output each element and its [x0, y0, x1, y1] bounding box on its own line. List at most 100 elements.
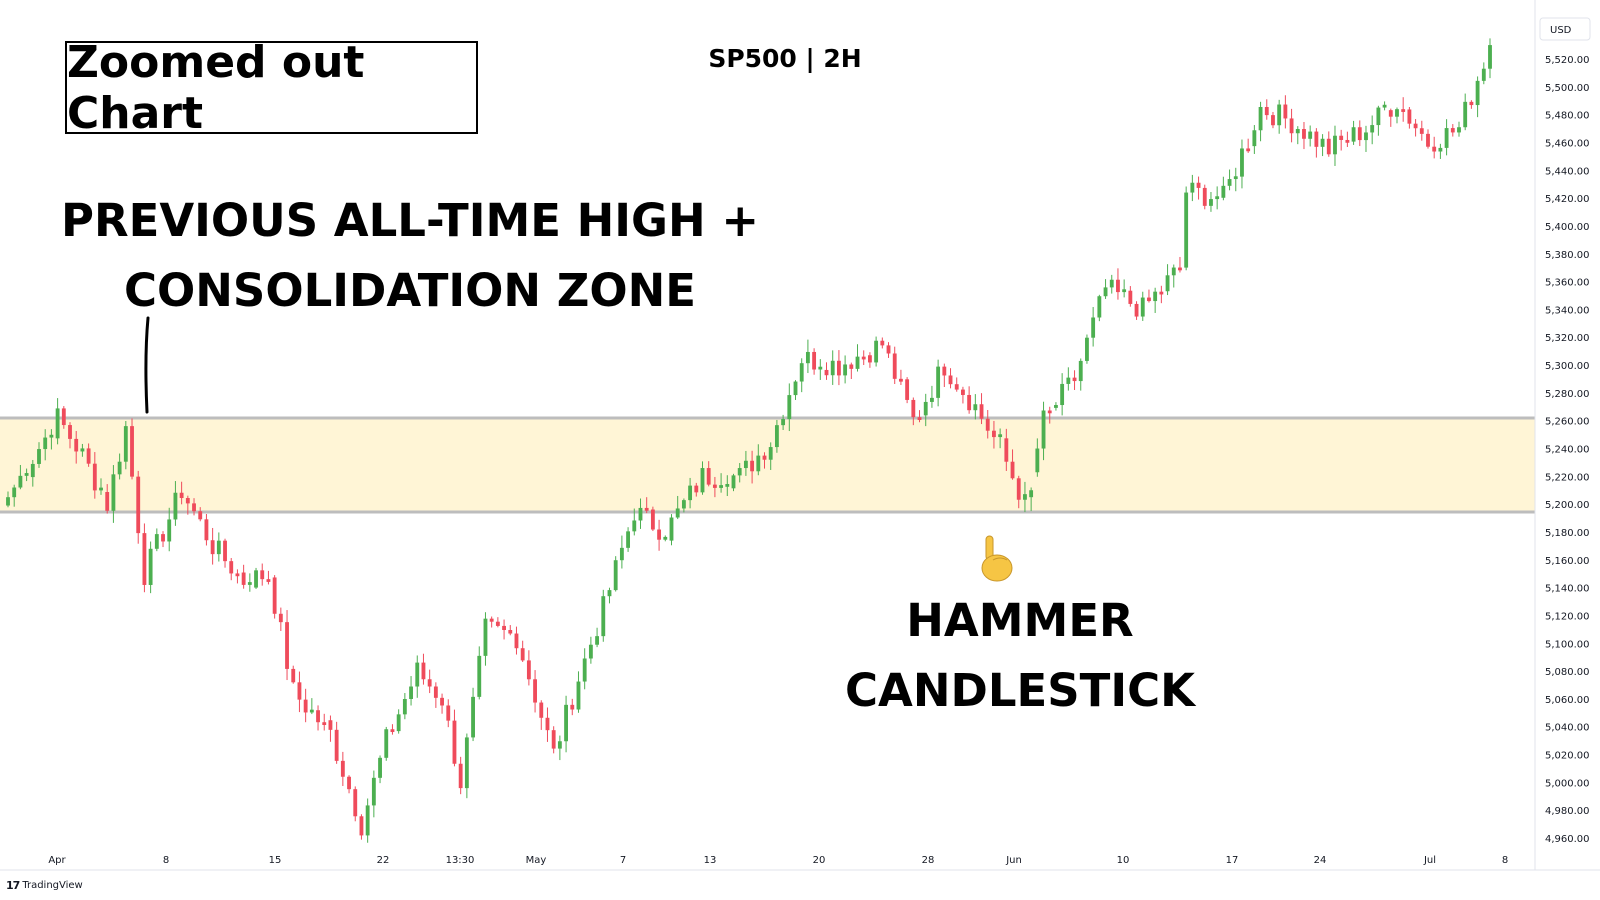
candle-body: [836, 360, 841, 376]
candle: [979, 393, 984, 425]
price-tick-label: 5,260.00: [1545, 417, 1590, 428]
price-tick-label: 5,240.00: [1545, 445, 1590, 456]
candle: [781, 414, 786, 431]
candle-body: [105, 492, 110, 511]
candle-body: [830, 360, 835, 376]
candle: [185, 495, 190, 515]
candle-body: [539, 702, 544, 718]
candle: [688, 477, 693, 509]
candle-body: [173, 492, 178, 520]
candle-body: [1320, 138, 1325, 147]
candle: [619, 535, 624, 569]
candle-body: [1221, 185, 1226, 198]
candle: [1035, 438, 1040, 477]
candle: [731, 473, 736, 492]
candle-body: [1376, 107, 1381, 126]
candle-body: [818, 366, 823, 370]
candle: [570, 698, 575, 716]
candle-body: [12, 487, 17, 498]
candle: [675, 495, 680, 520]
price-axis[interactable]: 5,520.00 5,500.00 5,480.00 5,460.00 5,440.00…: [1545, 55, 1590, 845]
candle-body: [1233, 176, 1238, 180]
price-tick-label: 5,100.00: [1545, 639, 1590, 650]
candle-body: [1035, 448, 1040, 473]
candle-body: [365, 805, 370, 836]
candle-body: [551, 730, 556, 749]
candle: [402, 693, 407, 720]
candle: [700, 461, 705, 495]
candle: [1376, 105, 1381, 136]
candle: [1240, 139, 1244, 189]
candle: [812, 348, 817, 375]
candle: [992, 420, 996, 449]
candle-body: [1109, 279, 1114, 288]
candle: [92, 452, 97, 499]
candle-body: [192, 503, 196, 512]
candle: [142, 523, 147, 593]
candle-body: [1209, 199, 1213, 206]
candle-body: [495, 621, 500, 626]
candle: [154, 528, 159, 552]
candle: [1072, 370, 1077, 390]
candle: [495, 617, 500, 628]
candle: [520, 640, 525, 662]
candle: [223, 538, 227, 568]
candle-body: [210, 540, 215, 555]
currency-box[interactable]: USD: [1539, 17, 1591, 41]
candle: [1314, 128, 1319, 158]
candle-body: [1364, 132, 1368, 141]
candle-body: [1252, 130, 1257, 147]
candle-body: [285, 622, 289, 669]
candle: [477, 646, 482, 700]
candle-body: [136, 476, 141, 534]
price-tick-label: 5,340.00: [1545, 305, 1590, 316]
candle: [1085, 334, 1089, 364]
candle-body: [61, 408, 66, 426]
ath-annotation: PREVIOUS ALL-TIME HIGH + CONSOLIDATION Z…: [40, 186, 780, 326]
candle: [216, 532, 221, 562]
candle-body: [799, 363, 804, 382]
candle: [1091, 307, 1096, 347]
candle-body: [1159, 291, 1164, 295]
candle: [1364, 125, 1368, 152]
candle-body: [1078, 360, 1083, 382]
candle: [359, 814, 364, 840]
candle-body: [49, 434, 54, 438]
candle-body: [787, 395, 792, 420]
hammer-annotation-line2: CANDLESTICK: [844, 664, 1196, 717]
candle: [650, 506, 655, 532]
candle-body: [316, 710, 320, 723]
candle: [595, 627, 600, 648]
candle: [309, 698, 314, 715]
candle: [415, 655, 420, 698]
candle-body: [402, 698, 407, 715]
candle: [514, 626, 519, 655]
candle-body: [266, 579, 271, 582]
candle-body: [712, 484, 717, 488]
candle-body: [1178, 267, 1182, 271]
candle-body: [626, 531, 631, 548]
candle: [1345, 131, 1350, 147]
candle-body: [1432, 146, 1437, 152]
candle-body: [1060, 383, 1065, 406]
candle-body: [297, 682, 302, 700]
candle-body: [1004, 438, 1009, 462]
candle: [886, 342, 891, 358]
candle-body: [743, 460, 748, 469]
candle: [1060, 373, 1065, 416]
candle: [316, 705, 320, 731]
candle: [954, 377, 959, 392]
tradingview-logo[interactable]: 17 TradingView: [6, 879, 83, 892]
candle: [427, 669, 432, 694]
candle-body: [1413, 123, 1418, 129]
candle-body: [24, 473, 29, 476]
ath-annotation-line1: PREVIOUS ALL-TIME HIGH +: [60, 194, 760, 247]
candle-body: [390, 729, 395, 733]
candle-body: [576, 681, 581, 710]
candle: [1407, 107, 1412, 129]
candle-body: [570, 704, 575, 710]
time-axis[interactable]: Apr 8 15 22 13:30 May 7 13 20 28 Jun 10 17 24 Jul 8: [48, 855, 1508, 866]
candle-body: [1357, 127, 1362, 141]
candle: [74, 430, 79, 464]
candle-body: [967, 394, 972, 411]
